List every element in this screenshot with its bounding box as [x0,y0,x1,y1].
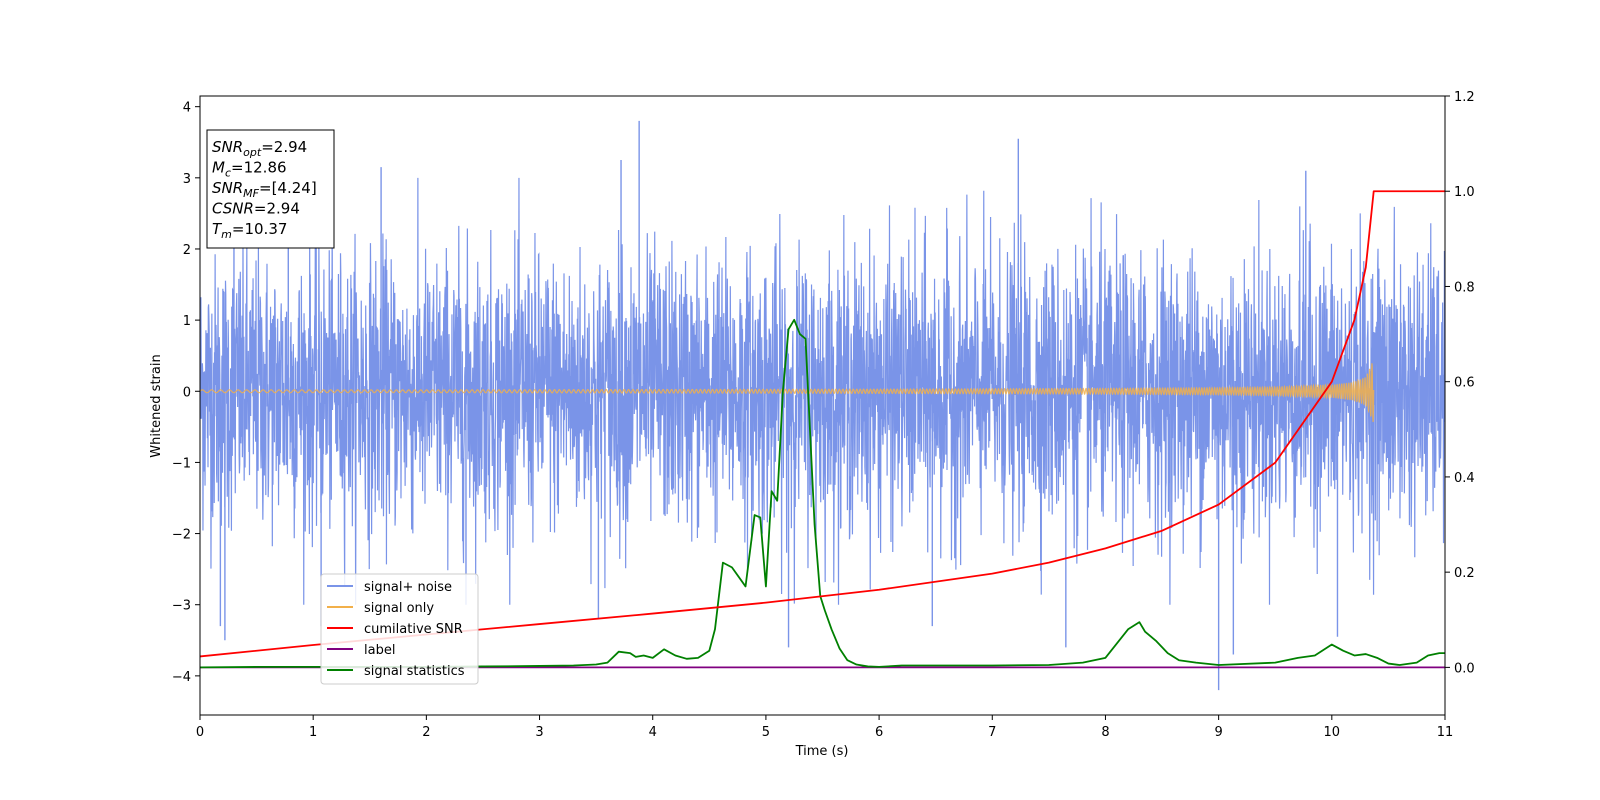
x-axis-label: Time (s) [795,744,849,759]
stats-line: Mc=12.86 [212,159,287,180]
y-axis-label: Whitened strain [149,354,164,457]
y2-tick-label: 0.8 [1454,280,1475,295]
y-tick-label: −4 [172,670,191,685]
series-signal-only [200,363,1375,422]
y2-tick-label: 0.6 [1454,376,1475,391]
y-tick-label: 4 [183,101,191,116]
series-cumulative-snr [200,190,1445,658]
y2-tick-label: 1.0 [1454,185,1475,200]
x-tick-label: 3 [535,725,543,740]
legend-entry-label: label [364,643,395,658]
y-tick-label: −1 [172,456,191,471]
y-tick-label: −2 [172,528,191,543]
x-tick-label: 9 [1214,725,1222,740]
x-tick-label: 2 [422,725,430,740]
y2-tick-label: 0.0 [1454,661,1475,676]
series-signal-statistics [200,318,1445,669]
x-tick-label: 5 [762,725,770,740]
x-tick-label: 11 [1437,725,1454,740]
y2-tick-label: 0.2 [1454,566,1475,581]
axes-frame [199,95,1446,716]
x-axis: 0 1 2 3 4 5 6 7 8 9 10 11 [196,715,1453,740]
x-tick-label: 0 [196,725,204,740]
y-tick-label: 3 [183,172,191,187]
legend: signal+ noise signal only cumilative SNR la… [320,573,479,685]
x-tick-label: 8 [1101,725,1109,740]
x-tick-label: 10 [1324,725,1341,740]
y2-tick-label: 0.4 [1454,471,1475,486]
x-tick-label: 4 [649,725,657,740]
stats-annotation-box: SNRopt=2.94Mc=12.86SNRMF=[4.24]CSNR=2.94… [206,129,335,249]
legend-entry-label: signal+ noise [364,580,452,595]
x-tick-label: 1 [309,725,317,740]
y-tick-label: 2 [183,243,191,258]
stats-box-frame [206,129,335,249]
y-tick-label: −3 [172,599,191,614]
x-tick-label: 6 [875,725,883,740]
y-tick-label: 1 [183,314,191,329]
y-axis-right: 1.2 1.0 0.8 0.6 0.4 0.2 0.0 [1445,90,1475,676]
legend-frame [320,573,479,685]
y-axis-left: 4 3 2 1 0 −1 −2 −3 −4 [172,101,200,685]
stats-line: SNRopt=2.94 [212,138,307,159]
y-tick-label: 0 [183,385,191,400]
legend-entry-label: signal only [364,601,434,616]
legend-entry-label: signal statistics [364,664,465,679]
stats-line: SNRMF=[4.24] [212,179,317,200]
stats-line: CSNR=2.94 [212,200,300,218]
series-signal-plus-noise [200,177,1445,605]
legend-entry-label: cumilative SNR [364,622,463,637]
x-tick-label: 7 [988,725,996,740]
stats-line: Tm=10.37 [212,220,287,241]
y2-tick-label: 1.2 [1454,90,1475,105]
